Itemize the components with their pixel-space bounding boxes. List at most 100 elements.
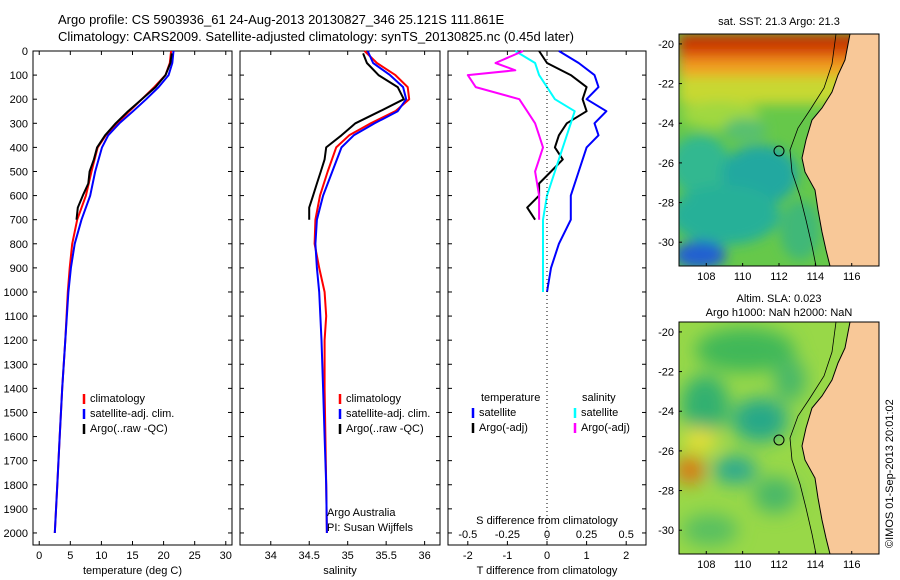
series-line-argo-adj-	[526, 50, 588, 221]
top-tick-label: -0.25	[495, 529, 520, 541]
x-tick-label: -1	[503, 550, 513, 562]
y-tick-label: 200	[10, 94, 28, 106]
legend-title: temperature	[481, 392, 540, 404]
map-x-tick-label: 116	[843, 559, 861, 571]
map-x-tick-label: 112	[770, 271, 788, 283]
header-title-line1: Argo profile: CS 5903936_61 24-Aug-2013 …	[58, 12, 505, 27]
map-x-tick-label: 114	[807, 559, 825, 571]
map-x-tick-label: 114	[807, 271, 825, 283]
x-tick-label: 10	[95, 550, 107, 562]
x-tick-label: 36	[418, 550, 430, 562]
x-axis-label: salinity	[323, 565, 357, 577]
series-line-satellite	[546, 50, 608, 293]
y-tick-label: 2000	[4, 528, 28, 540]
x-axis-label: temperature (deg C)	[83, 565, 182, 577]
y-tick-label: 1100	[4, 311, 28, 323]
map-y-tick-label: -22	[658, 367, 674, 379]
y-tick-label: 800	[10, 239, 28, 251]
map-y-tick-label: -22	[658, 79, 674, 91]
y-tick-label: 1600	[4, 432, 28, 444]
x-tick-label: 30	[220, 550, 232, 562]
x-tick-label: 2	[623, 550, 629, 562]
sst-map	[679, 34, 879, 266]
sst-map-axes: 108 110 112 114 116 -20 -22 -24 -26 -28 -30	[658, 39, 860, 283]
legend-label: climatology	[90, 393, 146, 405]
legend-title: salinity	[582, 392, 616, 404]
map-x-tick-label: 108	[697, 271, 715, 283]
sla-coastline	[801, 322, 851, 554]
credit-line: Argo Australia	[327, 507, 396, 519]
y-tick-label: 1500	[4, 407, 28, 419]
x-tick-label: 20	[157, 550, 169, 562]
map-y-tick-label: -20	[658, 39, 674, 51]
header-title-line2: Climatology: CARS2009. Satellite-adjuste…	[58, 29, 574, 44]
x-tick-label: 25	[189, 550, 201, 562]
top-tick-label: 0.25	[576, 529, 597, 541]
y-tick-label: 1400	[4, 383, 28, 395]
legend-label: Argo(..raw -QC)	[346, 423, 424, 435]
legend-label: satellite-adj. clim.	[90, 408, 174, 420]
legend-label: satellite	[479, 407, 516, 419]
map-y-tick-label: -30	[658, 237, 674, 249]
series-line-climatology	[53, 50, 173, 534]
map-x-tick-label: 116	[843, 271, 861, 283]
y-tick-label: 0	[22, 46, 28, 58]
legend-label: satellite	[581, 407, 618, 419]
series-line-climatology	[313, 50, 411, 534]
series-line-argo-raw-qc-	[308, 53, 405, 220]
map-y-tick-label: -28	[658, 198, 674, 210]
map-y-tick-label: -28	[658, 486, 674, 498]
difference-panel: -2 -1 0 1 2 T difference from climatology -0.5…	[447, 50, 647, 577]
series-line-satellite-adj-clim-	[314, 50, 408, 534]
credit-line: PI: Susan Wijffels	[327, 522, 413, 534]
y-tick-label: 1700	[4, 456, 28, 468]
legend-label: Argo(-adj)	[581, 422, 630, 434]
y-tick-label: 1000	[4, 287, 28, 299]
plot-frame	[447, 50, 647, 546]
sla-land	[802, 322, 879, 554]
map-y-tick-label: -24	[658, 406, 674, 418]
x-tick-label: 35.5	[375, 550, 396, 562]
map-y-tick-label: -26	[658, 446, 674, 458]
map-x-tick-label: 112	[770, 559, 788, 571]
sst-coastline	[801, 34, 851, 266]
y-tick-label: 100	[10, 70, 28, 82]
y-tick-label: 1300	[4, 359, 28, 371]
map-y-tick-label: -26	[658, 158, 674, 170]
temperature-panel: 0 5 10 15 20 25 300100200300400500600700800900…	[4, 46, 233, 577]
map-x-tick-label: 110	[734, 271, 752, 283]
series-line-argo-adj-	[466, 50, 544, 220]
y-tick-label: 300	[10, 118, 28, 130]
y-tick-label: 1200	[4, 335, 28, 347]
sla-map	[679, 322, 879, 554]
plot-frame	[239, 50, 441, 546]
legend-label: climatology	[346, 393, 402, 405]
top-tick-label: 0	[544, 529, 550, 541]
map-y-tick-label: -24	[658, 118, 674, 130]
map-y-tick-label: -30	[658, 525, 674, 537]
salinity-panel: 34 34.5 35 35.5 36 salinity climatology satelli…	[239, 50, 441, 577]
x-axis-label: T difference from climatology	[477, 565, 618, 577]
y-tick-label: 600	[10, 191, 28, 203]
sst-land	[802, 34, 879, 266]
x-tick-label: 34.5	[299, 550, 320, 562]
x-tick-label: 1	[584, 550, 590, 562]
plot-frame	[32, 50, 233, 546]
y-tick-label: 500	[10, 166, 28, 178]
map-x-tick-label: 108	[697, 559, 715, 571]
x-tick-label: 5	[67, 550, 73, 562]
x-tick-label: 35	[342, 550, 354, 562]
sla-map-subtitle: Argo h1000: NaN h2000: NaN	[706, 307, 853, 319]
y-tick-label: 900	[10, 263, 28, 275]
x-tick-label: 0	[36, 550, 42, 562]
imos-timestamp: ©IMOS 01-Sep-2013 20:01:02	[884, 399, 896, 548]
x-tick-label: -2	[463, 550, 473, 562]
y-tick-label: 700	[10, 215, 28, 227]
legend-label: Argo(-adj)	[479, 422, 528, 434]
y-tick-label: 1800	[4, 480, 28, 492]
series-line-satellite-adj-clim-	[53, 50, 175, 534]
x-tick-label: 0	[544, 550, 550, 562]
x-tick-label: 15	[126, 550, 138, 562]
top-tick-label: -0.5	[458, 529, 477, 541]
